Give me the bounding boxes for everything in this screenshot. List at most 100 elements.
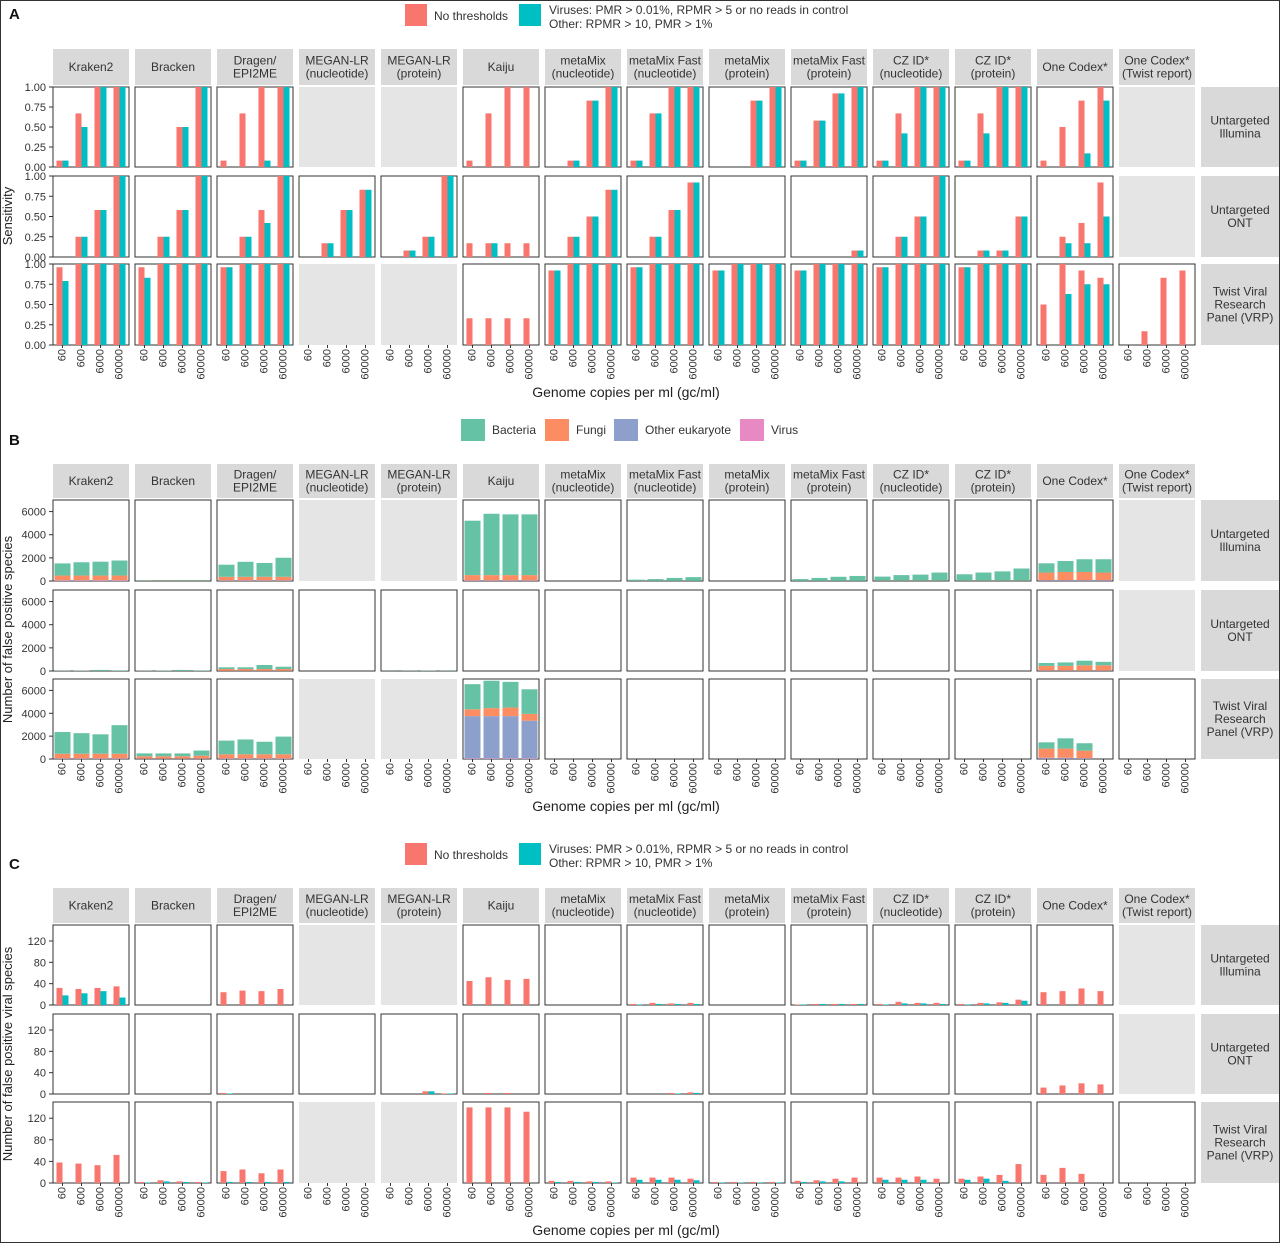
bar-bacteria	[484, 514, 500, 575]
x-tick-label: 60000	[852, 763, 864, 794]
facet-strip-label-line: MEGAN-LR	[387, 892, 451, 906]
facet-strip-label-line: metaMix Fast	[629, 54, 702, 68]
x-tick-label: 600	[486, 349, 498, 367]
facet-panel	[627, 1102, 703, 1183]
bar-no-thresholds	[978, 251, 984, 257]
bar-fungi	[219, 577, 235, 580]
bar-no-thresholds	[505, 243, 511, 257]
bar-bacteria	[1058, 738, 1074, 748]
bar-bacteria	[175, 753, 191, 756]
facet-panel	[135, 87, 211, 167]
row-strip-label-line: Panel (VRP)	[1207, 311, 1274, 325]
x-tick-label: 60	[57, 1187, 69, 1199]
bar-no-thresholds	[196, 176, 202, 257]
bar-thresholds	[1066, 294, 1072, 345]
facet-panel	[53, 1102, 129, 1183]
x-tick-label: 60	[1041, 349, 1053, 361]
bar-no-thresholds	[1098, 182, 1104, 257]
bar-thresholds	[1003, 1181, 1009, 1183]
x-tick-label: 600	[1060, 763, 1072, 781]
bar-bacteria	[648, 579, 664, 581]
row-strip-label-line: ONT	[1227, 630, 1253, 644]
bar-no-thresholds	[240, 1170, 246, 1184]
bar-fungi	[238, 669, 254, 671]
x-tick-label: 600	[650, 349, 662, 367]
facet-panel	[791, 176, 867, 257]
bar-no-thresholds	[669, 210, 675, 257]
panel-frame	[955, 590, 1031, 671]
facet-panel	[873, 176, 949, 257]
bar-fungi	[93, 754, 109, 759]
bar-no-thresholds	[852, 1178, 858, 1183]
bar-thresholds	[593, 217, 599, 258]
bar-thresholds	[902, 1003, 908, 1005]
empty-panel	[381, 87, 457, 167]
facet-strip-label-line: (nucleotide)	[880, 481, 943, 495]
bar-bacteria	[850, 576, 866, 581]
y-tick-label: 0.25	[25, 232, 46, 244]
x-tick-label: 6000	[751, 1187, 763, 1211]
bar-thresholds	[984, 133, 990, 167]
bar-no-thresholds	[95, 264, 101, 345]
bar-other-eukaryote	[1077, 580, 1093, 581]
bar-thresholds	[63, 161, 69, 167]
bar-bacteria	[522, 514, 538, 575]
x-tick-label: 60	[1041, 1187, 1053, 1199]
bar-thresholds	[757, 264, 763, 345]
panel-frame	[545, 1102, 621, 1183]
y-tick-label: 0.25	[25, 320, 46, 332]
bar-no-thresholds	[997, 251, 1003, 257]
bar-thresholds	[612, 1182, 618, 1183]
bar-no-thresholds	[259, 1173, 265, 1183]
bar-thresholds	[246, 264, 252, 345]
facet-panel	[545, 925, 621, 1005]
y-tick-label: 6000	[22, 597, 46, 609]
facet-panel	[299, 1014, 375, 1094]
x-tick-label: 600	[322, 349, 334, 367]
bar-no-thresholds	[606, 190, 612, 257]
bar-bacteria	[913, 575, 929, 581]
y-tick-label: 0	[40, 576, 46, 588]
bar-thresholds	[429, 1091, 435, 1094]
facet-panel	[955, 1102, 1031, 1183]
facet-panel	[1037, 87, 1113, 167]
facet-strip-label: Dragen/EPI2ME	[233, 54, 277, 81]
bar-thresholds	[1085, 284, 1091, 345]
facet-strip-label-line: Kaiju	[488, 899, 515, 913]
bar-no-thresholds	[278, 87, 284, 167]
bar-thresholds	[574, 161, 580, 167]
facet-strip-label-line: metaMix Fast	[629, 892, 702, 906]
x-tick-label: 6000	[177, 349, 189, 373]
facet-strip-label: Kraken2	[69, 899, 114, 913]
panel-frame	[955, 679, 1031, 759]
facet-panel	[627, 264, 703, 345]
facet-strip-label-line: Kaiju	[488, 474, 515, 488]
facet-panel	[53, 500, 129, 581]
facet-panel	[381, 1014, 457, 1094]
facet-panel	[381, 925, 457, 1005]
facet-panel	[381, 87, 457, 167]
bar-thresholds	[448, 1093, 454, 1094]
bar-no-thresholds	[139, 1182, 145, 1183]
y-tick-label: 0.25	[25, 142, 46, 154]
bar-no-thresholds	[795, 270, 801, 345]
facet-panel	[627, 87, 703, 167]
facet-strip-label-line: CZ ID*	[975, 892, 1011, 906]
bar-no-thresholds	[1016, 264, 1022, 345]
facet-strip-label-line: MEGAN-LR	[305, 54, 369, 68]
bar-thresholds	[738, 1182, 744, 1183]
bar-no-thresholds	[524, 318, 530, 345]
x-tick-label: 60000	[1098, 1187, 1110, 1218]
facet-strip-label-line: (nucleotide)	[306, 67, 369, 81]
bar-no-thresholds	[76, 989, 82, 1005]
x-tick-label: 60	[1123, 1187, 1135, 1199]
facet-panel	[381, 590, 457, 671]
x-tick-label: 60	[631, 349, 643, 361]
bar-thresholds	[82, 127, 88, 167]
facet-panel	[873, 679, 949, 759]
panel-frame	[791, 590, 867, 671]
x-tick-label: 60000	[1180, 1187, 1192, 1218]
x-tick-label: 6000	[915, 1187, 927, 1211]
bar-thresholds	[675, 1180, 681, 1183]
bar-bacteria	[257, 563, 273, 577]
